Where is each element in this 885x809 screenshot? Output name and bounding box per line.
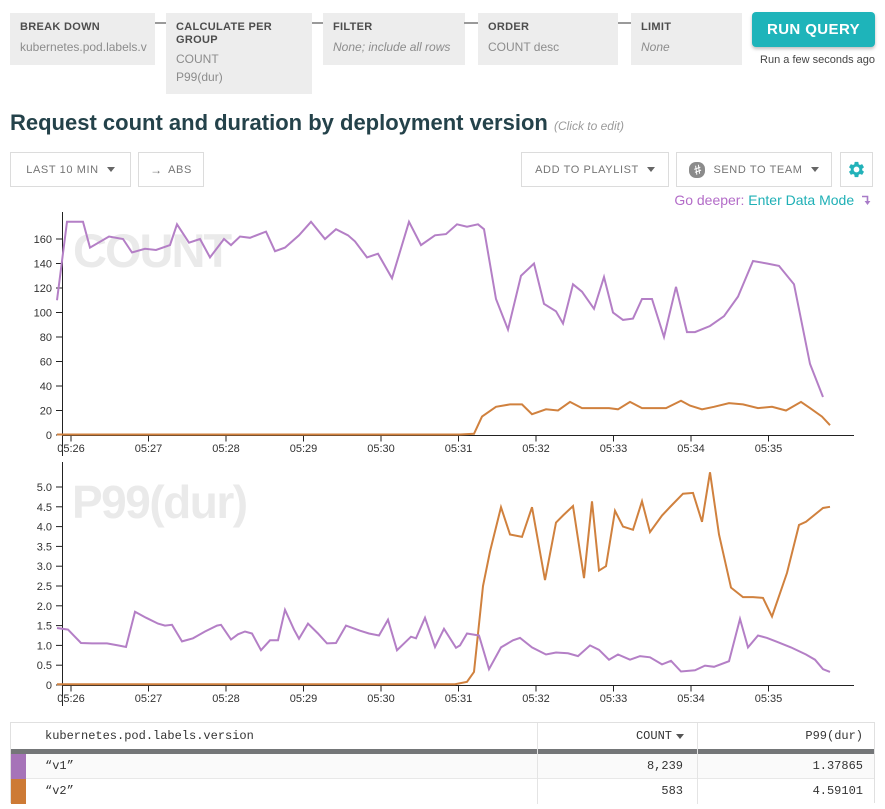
svg-text:3.0: 3.0 [37, 561, 52, 573]
svg-text:4.5: 4.5 [37, 502, 52, 514]
svg-text:40: 40 [40, 381, 52, 393]
svg-text:120: 120 [34, 283, 52, 295]
svg-text:P99(dur): P99(dur) [72, 476, 247, 528]
svg-text:100: 100 [34, 308, 52, 320]
svg-text:1.0: 1.0 [37, 640, 52, 652]
svg-text:05:27: 05:27 [135, 443, 163, 455]
svg-text:05:28: 05:28 [212, 443, 240, 455]
svg-text:4.0: 4.0 [37, 522, 52, 534]
svg-text:05:33: 05:33 [600, 443, 628, 455]
svg-text:80: 80 [40, 332, 52, 344]
svg-text:2.5: 2.5 [37, 581, 52, 593]
svg-text:05:34: 05:34 [677, 693, 705, 705]
svg-text:05:32: 05:32 [522, 693, 550, 705]
svg-text:05:29: 05:29 [290, 693, 318, 705]
svg-text:0: 0 [46, 680, 52, 692]
svg-text:05:29: 05:29 [290, 443, 318, 455]
svg-text:05:35: 05:35 [755, 443, 783, 455]
svg-text:05:32: 05:32 [522, 443, 550, 455]
svg-text:05:35: 05:35 [755, 693, 783, 705]
svg-text:160: 160 [34, 234, 52, 246]
svg-text:0: 0 [46, 430, 52, 442]
svg-text:05:26: 05:26 [57, 693, 85, 705]
svg-text:05:31: 05:31 [445, 443, 473, 455]
svg-text:2.0: 2.0 [37, 601, 52, 613]
svg-text:05:30: 05:30 [367, 443, 395, 455]
svg-text:05:30: 05:30 [367, 693, 395, 705]
svg-text:05:27: 05:27 [135, 693, 163, 705]
svg-text:05:28: 05:28 [212, 693, 240, 705]
svg-text:140: 140 [34, 259, 52, 271]
svg-text:3.5: 3.5 [37, 541, 52, 553]
svg-text:20: 20 [40, 406, 52, 418]
svg-text:60: 60 [40, 357, 52, 369]
svg-text:05:33: 05:33 [600, 693, 628, 705]
svg-text:0.5: 0.5 [37, 660, 52, 672]
svg-text:05:26: 05:26 [57, 443, 85, 455]
svg-text:05:31: 05:31 [445, 693, 473, 705]
svg-text:1.5: 1.5 [37, 621, 52, 633]
svg-text:5.0: 5.0 [37, 482, 52, 494]
svg-text:05:34: 05:34 [677, 443, 705, 455]
